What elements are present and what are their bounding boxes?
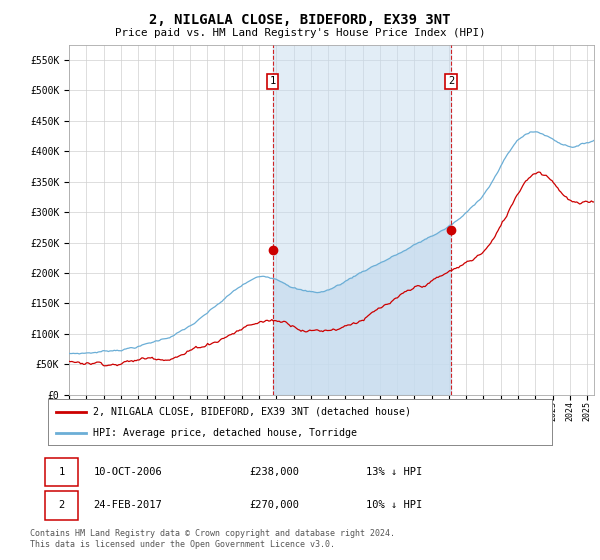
Text: 2, NILGALA CLOSE, BIDEFORD, EX39 3NT (detached house): 2, NILGALA CLOSE, BIDEFORD, EX39 3NT (de… <box>94 407 412 417</box>
Text: 24-FEB-2017: 24-FEB-2017 <box>94 500 162 510</box>
Text: £238,000: £238,000 <box>250 467 299 477</box>
Text: Price paid vs. HM Land Registry's House Price Index (HPI): Price paid vs. HM Land Registry's House … <box>115 28 485 38</box>
Text: 2, NILGALA CLOSE, BIDEFORD, EX39 3NT: 2, NILGALA CLOSE, BIDEFORD, EX39 3NT <box>149 13 451 27</box>
Text: 1: 1 <box>269 76 276 86</box>
FancyBboxPatch shape <box>46 491 78 520</box>
Text: 2: 2 <box>448 76 454 86</box>
Text: 2: 2 <box>58 500 65 510</box>
Text: £270,000: £270,000 <box>250 500 299 510</box>
Text: HPI: Average price, detached house, Torridge: HPI: Average price, detached house, Torr… <box>94 428 358 438</box>
Text: 10% ↓ HPI: 10% ↓ HPI <box>365 500 422 510</box>
Text: 1: 1 <box>58 467 65 477</box>
Text: Contains HM Land Registry data © Crown copyright and database right 2024.
This d: Contains HM Land Registry data © Crown c… <box>30 529 395 549</box>
FancyBboxPatch shape <box>46 458 78 486</box>
Text: 10-OCT-2006: 10-OCT-2006 <box>94 467 162 477</box>
Text: 13% ↓ HPI: 13% ↓ HPI <box>365 467 422 477</box>
